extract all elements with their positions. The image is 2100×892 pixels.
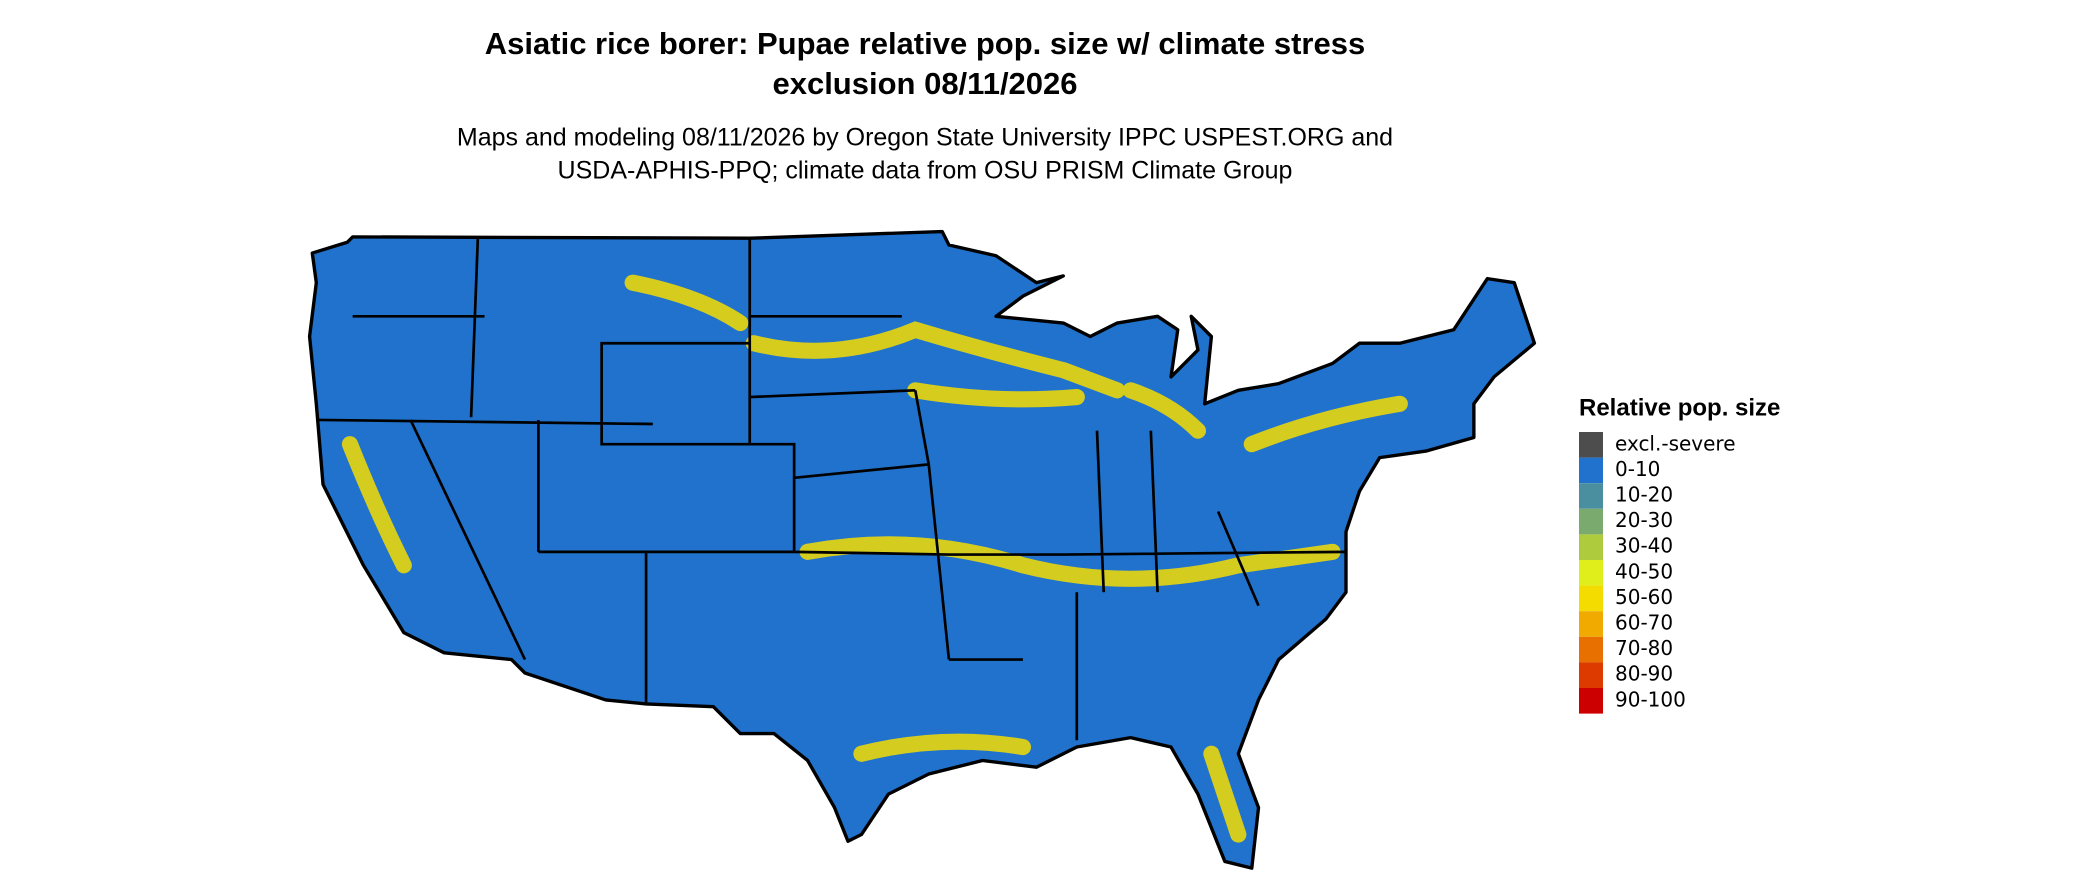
legend-swatch <box>1579 508 1603 535</box>
band <box>907 382 1085 408</box>
legend-swatch <box>1579 585 1603 612</box>
legend-swatch <box>1579 432 1603 458</box>
legend-swatch <box>1579 560 1603 586</box>
legend-title: Relative pop. size <box>1579 394 1780 421</box>
legend-swatch <box>1579 483 1603 509</box>
legend-swatch <box>1579 636 1603 663</box>
band <box>1122 382 1207 439</box>
legend: excl.-severe0-1010-2020-3030-4040-5050-6… <box>1579 431 1736 714</box>
legend-label: 50-60 <box>1615 585 1673 609</box>
band <box>341 436 412 574</box>
us-map <box>307 229 1537 870</box>
legend-label: 70-80 <box>1615 636 1673 660</box>
suitability-bands <box>341 274 1408 843</box>
band <box>745 321 1126 399</box>
legend-swatch <box>1579 457 1603 484</box>
map-subtitle: Maps and modeling 08/11/2026 by Oregon S… <box>457 124 1393 152</box>
legend-label: 10-20 <box>1615 483 1673 507</box>
legend-label: excl.-severe <box>1615 431 1736 455</box>
legend-label: 30-40 <box>1615 534 1673 558</box>
map-title: Asiatic rice borer: Pupae relative pop. … <box>485 26 1365 61</box>
legend-label: 90-100 <box>1615 687 1686 711</box>
band <box>853 733 1032 762</box>
legend-swatch <box>1579 688 1603 714</box>
band <box>799 536 1341 587</box>
state-borders <box>318 238 1347 741</box>
map-subtitle: USDA-APHIS-PPQ; climate data from OSU PR… <box>558 157 1293 185</box>
legend-swatch <box>1579 662 1603 688</box>
band <box>624 274 749 332</box>
border <box>318 238 1347 741</box>
legend-swatch <box>1579 611 1603 637</box>
legend-label: 40-50 <box>1615 559 1673 583</box>
legend-swatch <box>1579 534 1603 560</box>
band <box>1203 745 1247 843</box>
legend-label: 20-30 <box>1615 508 1673 532</box>
legend-label: 0-10 <box>1615 457 1660 481</box>
legend-label: 60-70 <box>1615 611 1673 635</box>
map-title: exclusion 08/11/2026 <box>772 66 1077 101</box>
band <box>1243 395 1408 453</box>
legend-label: 80-90 <box>1615 662 1673 686</box>
